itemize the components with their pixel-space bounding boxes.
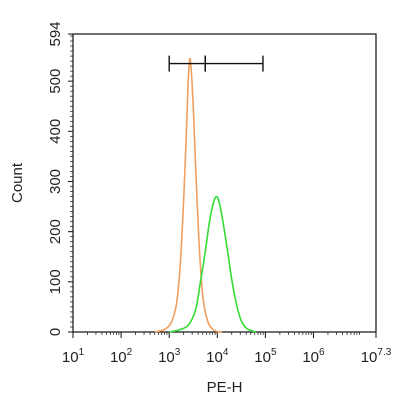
y-tick-label: 594 bbox=[47, 21, 64, 46]
x-tick-label: 107.3 bbox=[361, 347, 392, 366]
y-tick-label: 0 bbox=[47, 328, 64, 336]
x-tick-label: 101 bbox=[62, 347, 85, 366]
x-tick-label: 102 bbox=[110, 347, 133, 366]
series-line-green bbox=[169, 195, 257, 333]
x-tick-label: 105 bbox=[254, 347, 277, 366]
plot-frame bbox=[72, 33, 377, 333]
y-tick-label: 400 bbox=[47, 119, 64, 144]
y-axis-title: Count bbox=[9, 162, 26, 203]
y-tick-label: 100 bbox=[47, 269, 64, 294]
x-tick-label: 103 bbox=[158, 347, 181, 366]
x-tick-label: 104 bbox=[206, 347, 229, 366]
gate-marker bbox=[204, 55, 264, 72]
x-tick-label: 106 bbox=[302, 347, 325, 366]
gate-marker bbox=[168, 55, 206, 72]
x-axis-title: PE-H bbox=[207, 379, 243, 396]
y-tick-label: 300 bbox=[47, 169, 64, 194]
y-tick-label: 200 bbox=[47, 219, 64, 244]
y-tick-label: 500 bbox=[47, 69, 64, 94]
series-line-orange bbox=[154, 57, 223, 333]
